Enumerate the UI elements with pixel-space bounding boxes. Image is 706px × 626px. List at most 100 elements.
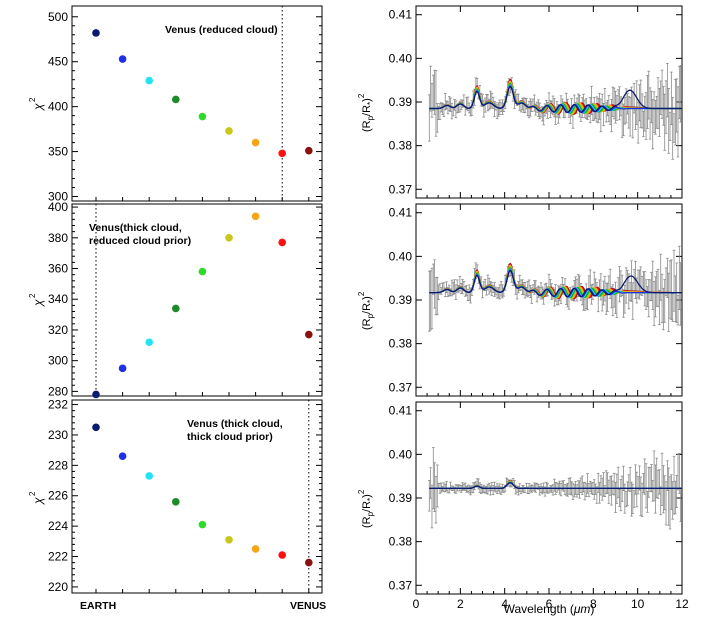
chi2-panel-2-point-8 — [305, 330, 313, 339]
chi2-panel-3-ytick-label-1: 222 — [48, 550, 68, 564]
chi2-panel-1-ylabel-sup: 2 — [28, 97, 37, 102]
spectrum-xlabel-prefix: Wavelength ( — [504, 602, 574, 616]
spectrum-panel-2-yticks: 0.37 0.38 0.39 0.40 0.41 — [389, 206, 682, 394]
chi2-panel-3-ytick-label-5: 230 — [48, 428, 68, 442]
spectrum-panel-3: 0.370.380.390.400.41 0 2 4 6 8 10 12 (Rp/R*)2 — [357, 401, 689, 611]
chi2-panel-2-yticks: 280 300 320 340 360 380 400 — [48, 200, 322, 398]
chi2-panel-1-point-3 — [172, 95, 180, 104]
chi2-panel-2-ytick-label-3: 340 — [48, 292, 68, 306]
spectrum-panel-2-ylabel-sup: 2 — [357, 291, 366, 296]
spectrum-panel-3-ylabel: (Rp/R*)2 — [357, 489, 375, 528]
spectrum-panel-2-ytick-label-2: 0.39 — [389, 293, 413, 307]
chi2-panel-3-point-6 — [251, 545, 260, 553]
spectrum-panel-3-model-0 — [429, 482, 682, 490]
chi2-panel-3-ylabel: χ 2 — [28, 491, 45, 505]
spectrum-panel-2-ytick-label-4: 0.41 — [389, 206, 413, 220]
chi2-panel-1-point-6 — [251, 138, 260, 147]
chi2-panel-3-point-2 — [145, 472, 153, 480]
spectrum-panel-3-models — [429, 480, 682, 490]
chi2-panel-2-ylabel-chi: χ — [31, 299, 45, 307]
spectrum-panel-1-ytick-label-2: 0.39 — [389, 95, 413, 109]
chi2-panel-1-point-4 — [198, 112, 207, 121]
chi2-panel-2-frame — [71, 203, 323, 397]
chi2-panel-1-annotation: Venus (reduced cloud) — [165, 24, 278, 36]
chi2-panel-3-ylabel-chi: χ — [31, 497, 45, 505]
spectrum-panel-2-ylabel-text: (Rp/R*)2 — [357, 291, 375, 330]
chi2-panel-1-ytick-label-2: 400 — [48, 100, 68, 114]
chi2-panel-2-ytick-label-0: 280 — [48, 384, 68, 398]
chi2-panel-1-point-5 — [225, 127, 233, 135]
chi2-panel-3-point-8 — [305, 558, 313, 567]
chi2-panel-3-frame — [71, 399, 323, 594]
spectrum-panel-1-ylabel-part1: (R — [361, 120, 373, 132]
chi2-panel-3-annotation-line2: thick cloud prior) — [187, 431, 273, 443]
chi2-panel-2-point-1 — [118, 364, 127, 373]
chi2-panel-1-frame — [71, 5, 323, 202]
chi2-panel-2-ytick-label-2: 320 — [48, 323, 68, 337]
spectrum-panel-1-ylabel-sub2: * — [366, 102, 375, 105]
spectrum-panel-1-ylabel-part2: /R — [361, 105, 373, 116]
spectrum-panel-3-xtick-label-4: 8 — [590, 597, 597, 611]
chi2-panel-1-point-1 — [118, 55, 127, 63]
chi2-panel-1-ytick-label-1: 350 — [48, 145, 68, 159]
spectrum-panel-2-model-0 — [429, 269, 682, 298]
chi2-panel-2: 280 300 320 340 360 380 400 Venus(thick cloud,… — [28, 200, 323, 399]
chi2-panel-2-points — [92, 212, 313, 399]
chi2-panel-2-point-3 — [172, 304, 180, 313]
spectrum-panel-2-frame — [415, 203, 683, 397]
chi2-panel-3-ytick-label-0: 220 — [48, 580, 68, 594]
chi2-panel-2-annotation-line1: Venus(thick cloud, — [89, 222, 182, 234]
spectrum-panel-2-xticks — [415, 204, 683, 396]
chi2-panel-1-yticks: 300 350 400 450 500 — [48, 10, 322, 204]
spectrum-panel-3-xtick-label-3: 6 — [546, 597, 553, 611]
spectrum-panel-2-ylabel-sub2: * — [366, 300, 375, 303]
chi2-panel-2-ytick-label-5: 380 — [48, 231, 68, 245]
chi2-panel-1-ytick-label-3: 450 — [48, 55, 68, 69]
chi2-panel-3: 220 222 224 226 228 230 232 Venus (thick cloud… — [28, 398, 323, 594]
chi2-panel-3-ytick-label-3: 226 — [48, 489, 68, 503]
spectrum-panel-3-xticks: 0 2 4 6 8 10 12 — [413, 402, 689, 611]
chi2-panel-2-ylabel-sup: 2 — [28, 293, 37, 298]
earth-label: EARTH — [80, 600, 116, 612]
spectrum-panel-3-ylabel-part1: (R — [361, 516, 373, 528]
spectrum-panel-1-model-0 — [429, 85, 682, 113]
chi2-panel-1-point-7 — [278, 149, 287, 158]
spectrum-panel-1: 0.37 0.38 0.39 0.40 0.41 (Rp/R*)2 — [357, 5, 683, 199]
chi2-panel-2-annotation-line2: reduced cloud prior) — [89, 235, 191, 247]
spectrum-panel-1-ytick-label-0: 0.37 — [389, 182, 413, 196]
chi2-panel-1-ytick-label-4: 500 — [48, 10, 68, 24]
spectrum-xlabel-unit: μm — [573, 602, 591, 616]
chi2-panel-2-point-4 — [198, 267, 207, 276]
chi2-panel-3-annotation-line1: Venus (thick cloud, — [187, 418, 283, 430]
spectrum-xlabel: Wavelength (μm) — [504, 602, 595, 616]
spectrum-panel-1-ytick-label-1: 0.38 — [389, 139, 413, 153]
chi2-panel-3-point-5 — [225, 536, 233, 544]
chi2-panel-3-point-4 — [198, 520, 207, 529]
chi2-panel-2-point-5 — [225, 233, 233, 242]
spectrum-panel-3-ytick-label-2: 0.39 — [389, 491, 413, 505]
chi2-panel-2-point-6 — [251, 212, 260, 221]
chi2-panel-1-point-0 — [92, 29, 100, 37]
chi2-panel-3-ytick-label-2: 224 — [48, 519, 68, 533]
spectrum-panel-3-xtick-label-0: 0 — [413, 597, 420, 611]
spectrum-panel-1-ytick-label-4: 0.41 — [389, 8, 413, 22]
chi2-panel-3-ytick-label-6: 232 — [48, 398, 68, 412]
chi2-panel-1-ylabel: χ 2 — [28, 97, 45, 111]
spectrum-panel-2-ylabel: (Rp/R*)2 — [357, 291, 375, 330]
chi2-panel-3-point-0 — [92, 423, 100, 432]
spectrum-panel-2-ylabel-sub1: p — [366, 313, 375, 318]
chi2-panel-2-ytick-label-1: 300 — [48, 354, 68, 368]
chi2-panel-1-point-2 — [145, 76, 153, 85]
spectrum-panel-2-ylabel-part1: (R — [361, 318, 373, 330]
chi2-panel-2-point-0 — [92, 390, 100, 399]
spectrum-panel-2-ytick-label-0: 0.37 — [389, 380, 413, 394]
spectrum-panel-3-ytick-label-1: 0.38 — [389, 535, 413, 549]
spectrum-panel-3-data — [428, 447, 682, 530]
spectrum-panel-1-ylabel: (Rp/R*)2 — [357, 93, 375, 132]
chi2-panel-2-ytick-label-6: 400 — [48, 200, 68, 214]
spectrum-panel-1-ylabel-part3: ) — [361, 98, 373, 102]
spectrum-panel-3-xtick-label-5: 10 — [631, 597, 645, 611]
spectrum-panel-2: 0.37 0.38 0.39 0.40 0.41 (Rp/R*)2 — [357, 203, 683, 397]
chi2-panel-2-ytick-label-4: 360 — [48, 262, 68, 276]
